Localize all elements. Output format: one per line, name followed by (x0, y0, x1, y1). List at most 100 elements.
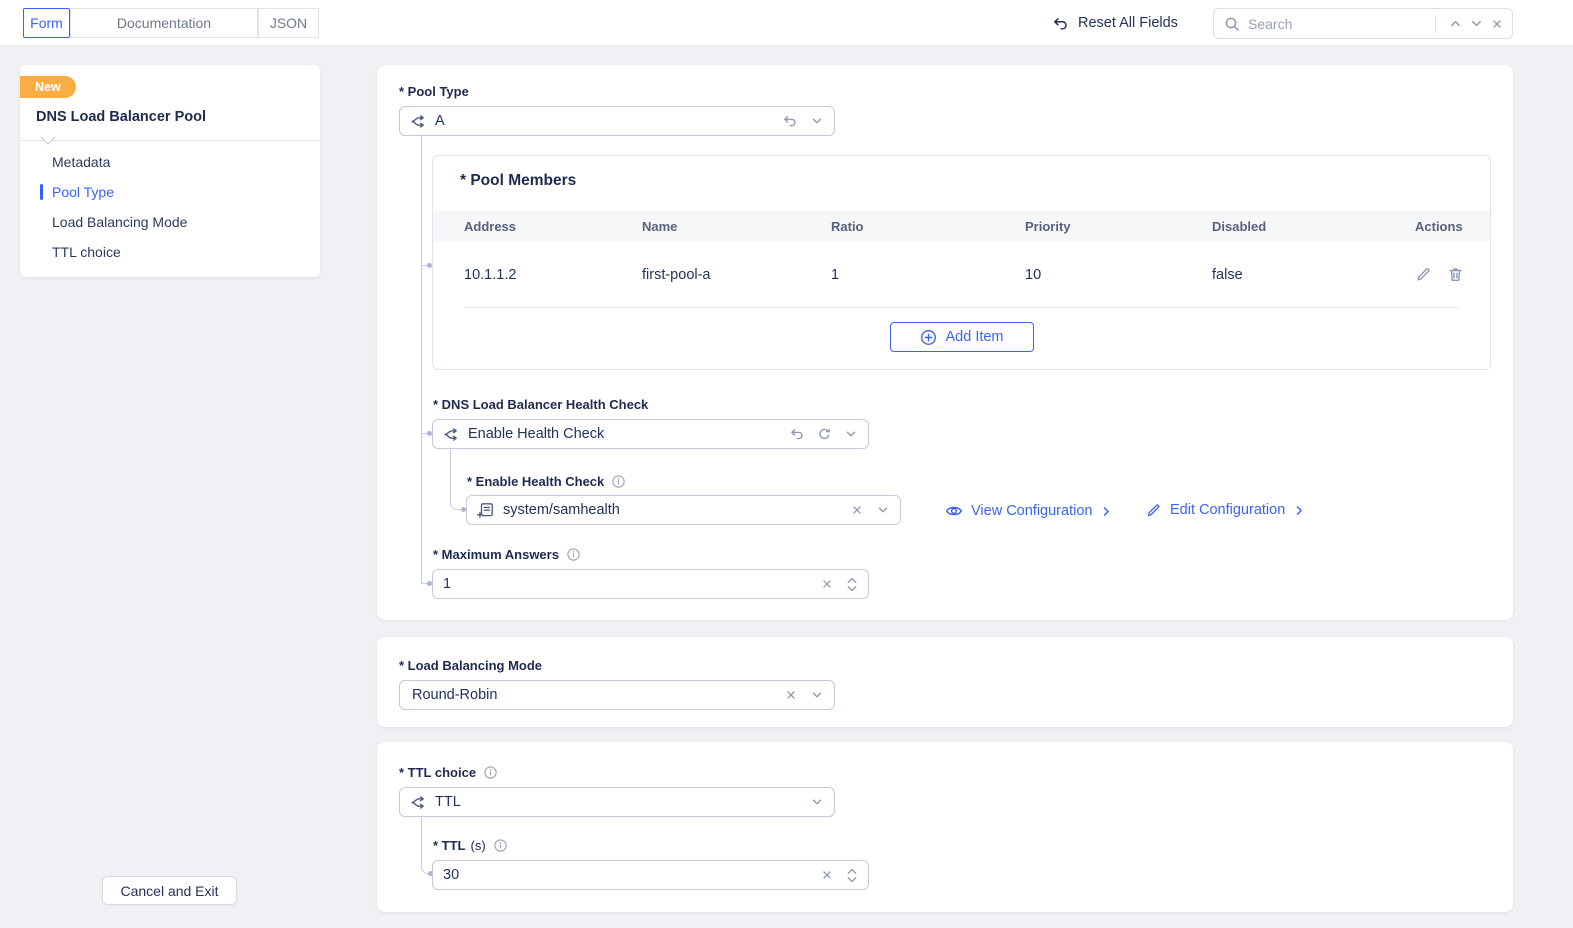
refresh-icon[interactable] (817, 427, 832, 442)
sidebar-item-load-balancing-mode[interactable]: Load Balancing Mode (52, 214, 188, 230)
column-header-disabled: Disabled (1212, 219, 1267, 234)
pool-type-select[interactable]: A (399, 106, 835, 136)
info-icon[interactable] (483, 765, 498, 780)
branch-icon (410, 113, 427, 130)
chevron-down-icon[interactable] (810, 795, 824, 809)
chevron-down-icon[interactable] (810, 688, 824, 702)
health-check-select[interactable]: Enable Health Check (432, 419, 869, 449)
chevron-down-icon[interactable] (876, 503, 890, 517)
tree-branch-dot (461, 507, 466, 512)
search-input[interactable] (1248, 15, 1435, 32)
search-next-icon[interactable] (1469, 16, 1484, 31)
view-configuration-link[interactable]: View Configuration (945, 502, 1113, 520)
edit-configuration-link[interactable]: Edit Configuration (1146, 502, 1306, 518)
chevron-right-icon (1100, 505, 1113, 518)
chevron-down-icon[interactable] (810, 114, 824, 128)
eye-icon (945, 502, 963, 520)
pool-members-title: * Pool Members (460, 172, 577, 189)
enable-health-check-label: * Enable Health Check (467, 474, 626, 489)
info-icon[interactable] (493, 838, 508, 853)
search-clear-icon[interactable] (1490, 17, 1504, 31)
column-header-ratio: Ratio (831, 219, 864, 234)
health-check-label: * DNS Load Balancer Health Check (433, 397, 649, 412)
ttl-s-label: * TTL (s) (433, 838, 508, 853)
active-indicator (40, 184, 43, 200)
cell-priority: 10 (1025, 266, 1042, 283)
sidebar-item-pool-type[interactable]: Pool Type (20, 177, 320, 207)
tree-connector (421, 136, 422, 583)
form-reference-icon (477, 501, 495, 519)
add-item-button[interactable]: Add Item (890, 322, 1034, 352)
reset-field-icon[interactable] (789, 426, 805, 442)
undo-icon (1052, 15, 1069, 32)
ttl-choice-value: TTL (435, 794, 461, 810)
table-row: 10.1.1.2 first-pool-a 1 10 false (433, 242, 1490, 307)
cell-ratio: 1 (831, 266, 840, 283)
tree-branch-dot (428, 871, 433, 876)
load-balancing-mode-label: * Load Balancing Mode (399, 658, 543, 673)
maximum-answers-label: * Maximum Answers (433, 547, 581, 562)
column-header-actions: Actions (1415, 219, 1463, 234)
pencil-icon (1146, 502, 1162, 518)
info-icon[interactable] (566, 547, 581, 562)
plus-circle-icon (920, 329, 937, 346)
tree-branch (421, 583, 428, 584)
chevron-down-icon[interactable] (844, 427, 858, 441)
sidebar-item-ttl-choice[interactable]: TTL choice (52, 244, 121, 260)
search-icon (1224, 16, 1240, 32)
tree-branch-dot (427, 263, 432, 268)
maximum-answers-input[interactable] (443, 576, 820, 592)
search-box (1213, 8, 1513, 39)
tree-connector (450, 449, 462, 510)
clear-icon[interactable] (820, 577, 834, 591)
pool-members-card: * Pool Members Address Name Ratio Priori… (432, 155, 1491, 370)
load-balancing-mode-panel: * Load Balancing Mode Round-Robin (377, 637, 1513, 727)
form-title: DNS Load Balancer Pool (36, 109, 207, 125)
column-header-priority: Priority (1025, 219, 1071, 234)
tab-documentation[interactable]: Documentation (70, 8, 258, 38)
collapse-notch-icon[interactable] (40, 136, 56, 146)
edit-row-icon[interactable] (1415, 266, 1432, 283)
clear-icon[interactable] (850, 503, 864, 517)
tree-branch-dot (427, 581, 432, 586)
reset-field-icon[interactable] (782, 113, 798, 129)
pool-type-value: A (435, 113, 445, 129)
clear-icon[interactable] (820, 868, 834, 882)
top-bar: Form Documentation JSON Reset All Fields (0, 0, 1573, 46)
load-balancing-mode-value: Round-Robin (412, 687, 498, 703)
tab-json[interactable]: JSON (258, 8, 319, 38)
ttl-s-input[interactable] (443, 867, 820, 883)
ttl-choice-panel: * TTL choice TTL * TTL (s) (377, 742, 1513, 912)
number-stepper[interactable] (846, 867, 858, 884)
tree-branch-dot (427, 431, 432, 436)
reset-all-fields-button[interactable]: Reset All Fields (1052, 0, 1178, 46)
tree-branch (421, 433, 428, 434)
form-outline-panel: New DNS Load Balancer Pool Metadata Pool… (20, 65, 320, 277)
info-icon[interactable] (611, 474, 626, 489)
delete-row-icon[interactable] (1447, 266, 1464, 283)
divider (1435, 14, 1436, 33)
cell-name: first-pool-a (642, 266, 711, 283)
cell-disabled: false (1212, 266, 1243, 283)
enable-health-check-select[interactable]: system/samhealth (466, 495, 901, 525)
sidebar-item-metadata[interactable]: Metadata (52, 154, 111, 170)
cancel-and-exit-button[interactable]: Cancel and Exit (102, 876, 237, 905)
column-header-address: Address (464, 219, 517, 234)
pool-members-header-row: Address Name Ratio Priority Disabled Act… (433, 211, 1490, 242)
tab-form[interactable]: Form (23, 8, 70, 38)
column-header-name: Name (642, 219, 678, 234)
maximum-answers-field (432, 569, 869, 599)
new-badge: New (20, 76, 76, 98)
search-prev-icon[interactable] (1448, 16, 1463, 31)
ttl-s-field (432, 860, 869, 890)
number-stepper[interactable] (846, 576, 858, 593)
tree-connector (421, 817, 429, 874)
health-check-value: Enable Health Check (468, 426, 605, 442)
cell-address: 10.1.1.2 (464, 266, 517, 283)
load-balancing-mode-select[interactable]: Round-Robin (399, 680, 835, 710)
ttl-choice-label: * TTL choice (399, 765, 498, 780)
clear-icon[interactable] (784, 688, 798, 702)
branch-icon (410, 794, 427, 811)
ttl-choice-select[interactable]: TTL (399, 787, 835, 817)
pool-type-panel: * Pool Type A * Pool Members Address Nam… (377, 65, 1513, 620)
